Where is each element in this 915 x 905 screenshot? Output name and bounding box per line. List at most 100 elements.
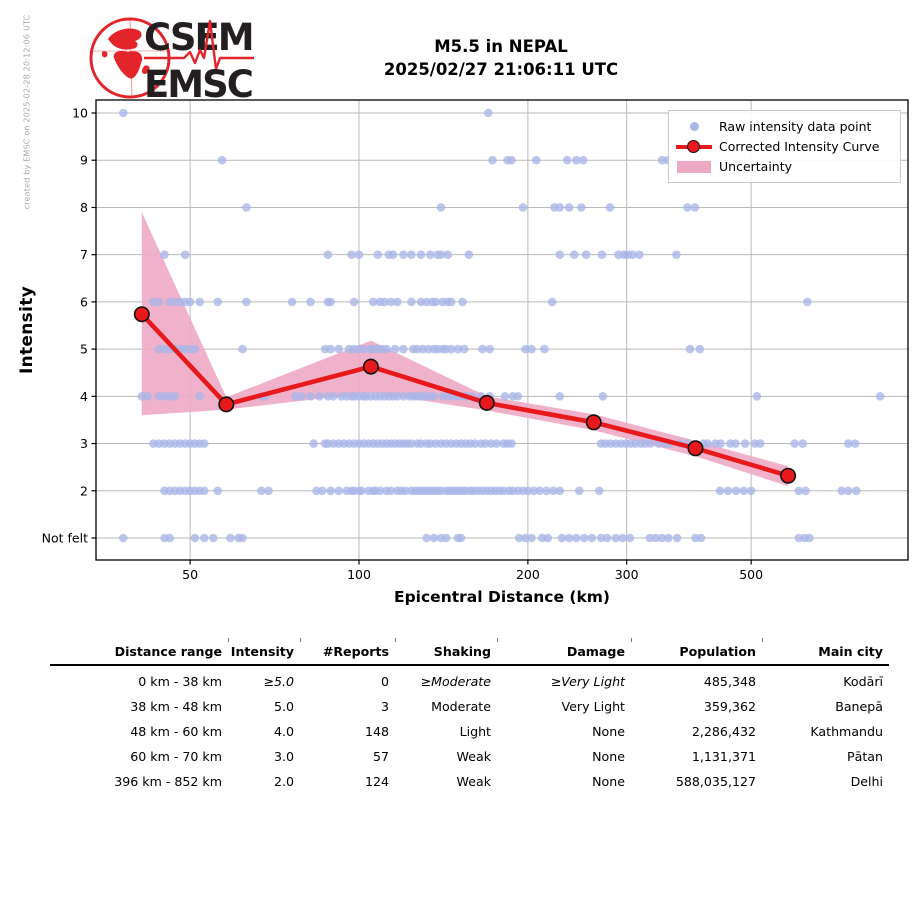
table-cell: None [592, 749, 625, 764]
table-cell: 0 [380, 674, 389, 689]
raw-data-point [488, 155, 497, 165]
column-divider-tick [300, 638, 301, 642]
raw-data-point [154, 297, 164, 307]
raw-data-point [542, 486, 551, 496]
raw-data-point [696, 533, 706, 543]
raw-data-point [357, 486, 366, 496]
raw-data-point [577, 203, 586, 212]
raw-data-point [605, 203, 615, 212]
x-axis-label: Epicentral Distance (km) [394, 588, 610, 606]
raw-data-point [755, 439, 765, 448]
table-cell: None [592, 774, 625, 789]
table-cell: Pātan [847, 749, 883, 764]
raw-data-point [470, 439, 480, 448]
raw-data-point [527, 533, 536, 543]
table-cell: Moderate [431, 699, 491, 714]
raw-data-point [852, 486, 861, 496]
table-cell: 5.0 [273, 699, 294, 714]
raw-data-point [373, 250, 383, 259]
raw-data-point [446, 297, 456, 307]
raw-data-point [594, 486, 604, 496]
raw-data-point [837, 486, 846, 496]
raw-data-point [518, 203, 528, 212]
chart-legend: Raw intensity data point Corrected Inten… [668, 110, 901, 183]
table-cell: Weak [456, 774, 491, 789]
raw-data-point [597, 250, 607, 259]
raw-data-point [257, 486, 266, 496]
raw-data-point [287, 297, 297, 307]
raw-data-point [429, 533, 439, 543]
table-header-cell: Intensity [230, 644, 294, 659]
raw-data-point [464, 250, 474, 259]
raw-data-point [416, 250, 426, 259]
raw-data-point [798, 439, 807, 448]
column-divider-tick [228, 638, 229, 642]
y-tick-label: 5 [80, 342, 88, 357]
raw-data-point [794, 533, 804, 543]
y-axis-label: Intensity [17, 285, 37, 375]
raw-data-point [664, 533, 673, 543]
curve-point [585, 414, 602, 431]
raw-data-point [485, 344, 495, 354]
raw-data-point [426, 250, 435, 259]
table-row: 38 km - 48 km 5.0 3 Moderate Very Light 359,3… [50, 694, 889, 719]
raw-data-point [242, 297, 251, 307]
raw-data-point [407, 250, 416, 259]
raw-data-point [581, 250, 591, 259]
raw-data-point [382, 344, 391, 354]
table-cell: Light [459, 724, 491, 739]
raw-data-point [200, 533, 209, 543]
raw-data-point [180, 250, 190, 259]
raw-data-point [386, 297, 396, 307]
y-tick-label: 3 [80, 436, 88, 451]
table-cell: Delhi [850, 774, 883, 789]
table-row: 60 km - 70 km 3.0 57 Weak None 1,131,371 Pātan [50, 744, 889, 769]
raw-data-point [143, 392, 152, 401]
raw-data-point [458, 297, 467, 307]
raw-data-point [380, 297, 389, 307]
table-row: 48 km - 60 km 4.0 148 Light None 2,286,432 Kat… [50, 719, 889, 744]
raw-data-point [200, 486, 209, 496]
table-cell: 48 km - 60 km [130, 724, 222, 739]
y-tick-label: Not felt [42, 530, 88, 545]
raw-data-point [790, 439, 799, 448]
curve-point [687, 440, 704, 457]
raw-data-point [562, 155, 572, 165]
raw-data-point [618, 533, 627, 543]
raw-data-point [557, 533, 567, 543]
table-cell: 4.0 [273, 724, 294, 739]
logo-emsc-text: EMSC [144, 63, 252, 106]
raw-data-point [527, 344, 536, 354]
raw-data-point [555, 250, 565, 259]
raw-data-point [587, 533, 597, 543]
raw-data-point [436, 203, 446, 212]
raw-data-point [399, 344, 408, 354]
raw-data-point [715, 486, 725, 496]
table-cell: 60 km - 70 km [130, 749, 222, 764]
raw-data-point [492, 439, 502, 448]
raw-data-point [393, 392, 402, 401]
raw-data-point [329, 392, 338, 401]
uncertainty-patch-icon [677, 160, 711, 173]
raw-data-point [309, 439, 318, 448]
raw-data-point [564, 203, 574, 212]
raw-data-point [170, 392, 180, 401]
raw-data-point [523, 486, 533, 496]
table-header-cell: Damage [566, 644, 625, 659]
raw-data-point [570, 250, 579, 259]
y-tick-label: 7 [80, 247, 88, 262]
table-header-cell: #Reports [322, 644, 389, 659]
column-divider-tick [631, 638, 632, 642]
raw-data-point [578, 155, 588, 165]
y-tick-label: 10 [72, 106, 88, 121]
globe-europe [108, 28, 142, 50]
raw-data-point [532, 155, 541, 165]
table-cell: 57 [372, 749, 389, 764]
table-cell: ≥Moderate [420, 674, 491, 689]
raw-data-point [529, 486, 539, 496]
raw-data-point [602, 533, 612, 543]
raw-data-point [850, 439, 860, 448]
page-title: M5.5 in NEPAL 2025/02/27 21:06:11 UTC [251, 35, 751, 81]
raw-data-point [388, 250, 398, 259]
raw-data-point [399, 250, 408, 259]
